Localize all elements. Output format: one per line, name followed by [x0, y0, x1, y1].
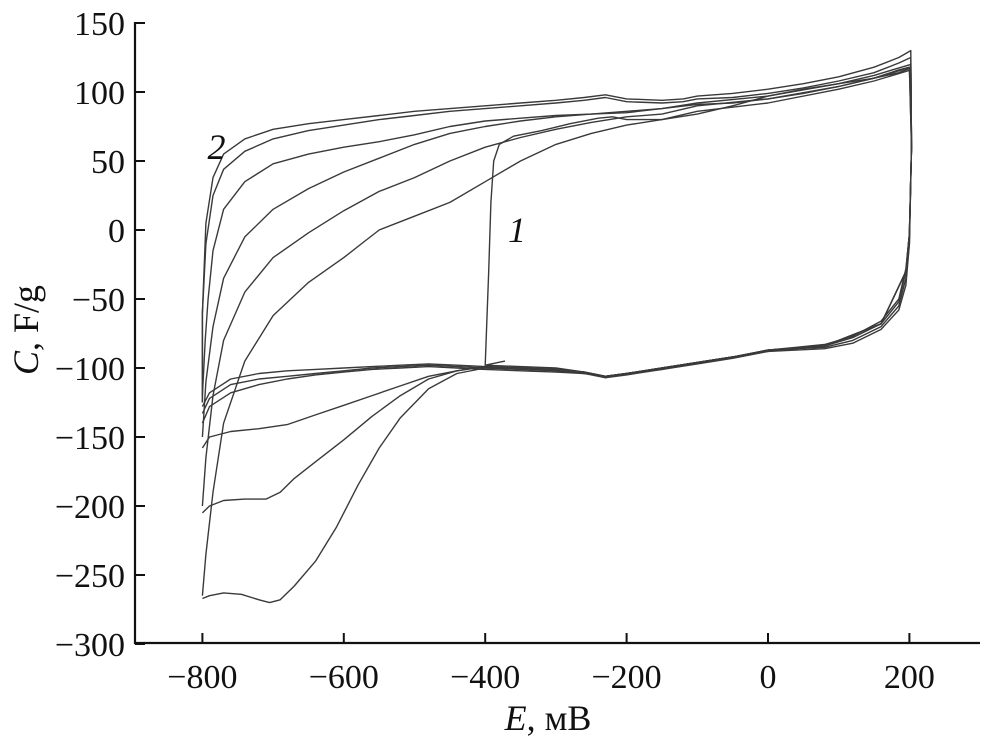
y-ticks: 150 100 50 0 −50 −100 −150 −200 −250 −300 — [55, 6, 145, 664]
y-tick-label: 50 — [91, 144, 125, 181]
y-tick-label: −200 — [55, 489, 125, 526]
x-tick-label: −600 — [309, 659, 379, 696]
y-axis-var: C — [6, 350, 46, 375]
curve-label-1: 1 — [508, 210, 526, 250]
y-tick-label: −250 — [55, 558, 125, 595]
cv-curve-4 — [201, 49, 913, 407]
x-axis-unit: , мВ — [527, 698, 592, 738]
y-axis-unit: , F/g — [6, 285, 46, 351]
y-tick-label: −100 — [55, 351, 125, 388]
y-tick-label: −300 — [55, 627, 125, 664]
curve-labels: 21 — [208, 127, 527, 250]
y-tick-label: 100 — [74, 75, 125, 112]
curve-label-2: 2 — [208, 127, 226, 167]
x-tick-label: 0 — [760, 659, 777, 696]
x-axis-title: E, мВ — [504, 698, 592, 738]
x-tick-label: −800 — [167, 659, 237, 696]
y-tick-label: −150 — [55, 420, 125, 457]
cv-curve-5 — [201, 63, 913, 449]
x-axis-var: E — [504, 698, 527, 738]
cv-curve-3 — [201, 56, 913, 414]
cv-curve-6 — [201, 66, 913, 514]
y-axis-title: C, F/g — [6, 285, 46, 375]
x-tick-label: −200 — [592, 659, 662, 696]
cv-curve-7 — [201, 69, 913, 604]
x-ticks: −800 −600 −400 −200 0 200 — [167, 633, 935, 696]
y-tick-label: 150 — [74, 6, 125, 43]
cv-curve-1 — [484, 67, 913, 377]
x-tick-label: −400 — [450, 659, 520, 696]
x-tick-label: 200 — [884, 659, 935, 696]
y-tick-label: 0 — [108, 213, 125, 250]
y-tick-label: −50 — [72, 282, 125, 319]
plot-area — [201, 49, 913, 604]
